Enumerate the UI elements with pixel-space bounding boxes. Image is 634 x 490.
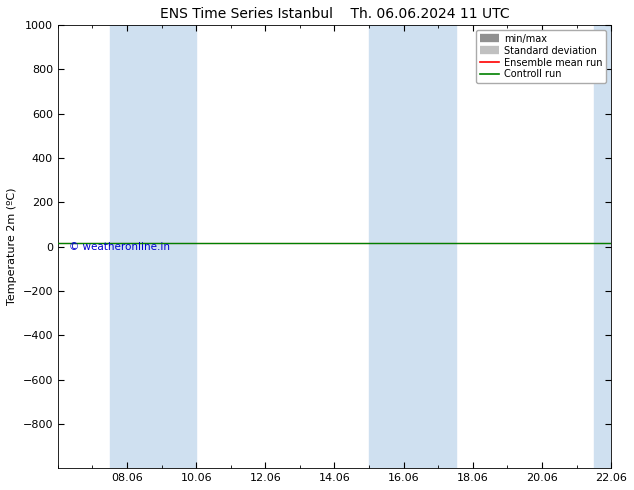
Y-axis label: Temperature 2m (ºC): Temperature 2m (ºC) [7, 188, 17, 305]
Bar [110, 25, 196, 468]
Text: © weatheronline.in: © weatheronline.in [69, 242, 170, 251]
Title: ENS Time Series Istanbul    Th. 06.06.2024 11 UTC: ENS Time Series Istanbul Th. 06.06.2024 … [160, 7, 509, 21]
Legend: min/max, Standard deviation, Ensemble mean run, Controll run: min/max, Standard deviation, Ensemble me… [476, 30, 606, 83]
Bar [594, 25, 611, 468]
Bar [369, 25, 455, 468]
